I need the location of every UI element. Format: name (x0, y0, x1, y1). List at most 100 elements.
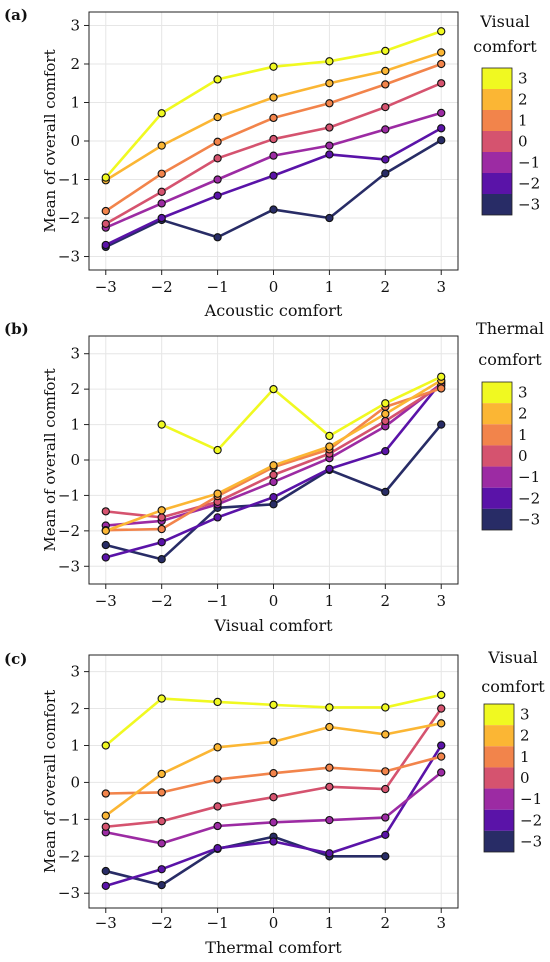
data-point (157, 788, 166, 797)
data-point (437, 124, 446, 133)
data-point (381, 102, 390, 112)
legend-swatch (482, 152, 512, 173)
data-point (325, 57, 334, 66)
panel-label: (a) (4, 6, 28, 24)
legend-label: −3 (518, 196, 540, 214)
data-point (381, 80, 390, 89)
x-tick-label: 2 (381, 914, 391, 932)
series-line (101, 768, 446, 848)
legend-swatch (484, 809, 514, 831)
data-point (381, 830, 390, 840)
data-point (381, 409, 390, 419)
legend-swatch (482, 487, 512, 509)
x-tick-label: −3 (95, 278, 117, 296)
data-point (325, 703, 334, 712)
data-point (325, 150, 334, 159)
data-point (157, 420, 166, 429)
data-point (325, 815, 334, 825)
legend-label: −1 (518, 154, 540, 172)
legend: Visual comfort 3 2 1 0 −1 −2 −3 (473, 12, 540, 216)
gridlines (89, 655, 458, 908)
data-point (437, 768, 446, 777)
y-tick-label: 0 (70, 773, 80, 791)
data-point (269, 134, 278, 144)
legend-swatch (484, 788, 514, 810)
data-point (101, 553, 110, 562)
data-point (213, 175, 222, 184)
data-point (157, 141, 166, 150)
y-tick-label: 2 (70, 700, 80, 718)
data-point (381, 767, 390, 776)
data-point (213, 697, 222, 707)
legend-swatch (484, 830, 514, 852)
legend-label: −2 (520, 811, 542, 829)
data-point (269, 477, 278, 487)
x-axis-label: Thermal comfort (205, 938, 342, 957)
legend-label: 2 (518, 405, 528, 423)
data-point (101, 540, 110, 550)
data-point (269, 151, 278, 160)
data-point (269, 818, 278, 827)
y-tick-label: −2 (58, 522, 80, 540)
data-point (157, 880, 166, 890)
legend-label: −2 (518, 489, 540, 507)
data-point (213, 802, 222, 811)
legend-title: Visual (487, 648, 538, 667)
legend-label: 0 (518, 133, 528, 151)
data-point (325, 464, 334, 474)
data-point (325, 79, 334, 88)
data-point (381, 784, 390, 794)
data-point (437, 79, 446, 88)
legend-label: 3 (518, 70, 528, 88)
x-tick-label: 1 (325, 592, 335, 610)
data-point (157, 199, 166, 208)
legend-title: comfort (478, 350, 542, 369)
data-point (381, 416, 390, 426)
legend-swatch (482, 382, 512, 404)
chart-panel-a: −3 −2 −1 0 1 2 3 −3 −2 −1 0 1 2 3 Acoustic comfort Mean… (4, 6, 540, 318)
x-tick-label: 0 (269, 914, 279, 932)
data-point (213, 489, 222, 498)
data-point (157, 865, 166, 874)
data-point (157, 769, 166, 779)
data-point (157, 109, 166, 118)
data-point (437, 752, 446, 761)
series-line (101, 124, 446, 250)
x-tick-label: 3 (436, 278, 446, 296)
data-point (325, 442, 334, 451)
legend-title: comfort (473, 37, 537, 56)
data-point (381, 169, 390, 178)
data-point (437, 372, 446, 381)
y-tick-label: 1 (70, 93, 80, 111)
data-point (381, 155, 390, 164)
data-point (157, 694, 166, 703)
data-point (437, 27, 446, 36)
y-tick-label: 0 (70, 132, 80, 150)
data-point (437, 136, 446, 145)
y-tick-label: −3 (58, 557, 80, 575)
series-line (157, 372, 446, 455)
data-point (157, 817, 166, 826)
data-point (101, 240, 110, 250)
data-point (381, 813, 390, 822)
data-point (437, 59, 446, 69)
legend-swatch (484, 725, 514, 747)
legend: Thermal comfort 3 2 1 0 −1 −2 −3 (476, 319, 544, 531)
legend-swatch (482, 68, 512, 89)
legend-label: 3 (520, 706, 530, 724)
data-point (325, 763, 334, 772)
panel-label: (b) (4, 320, 29, 338)
legend-swatch (482, 89, 512, 110)
series-group (101, 27, 446, 252)
x-tick-label: 0 (269, 592, 279, 610)
data-point (325, 99, 334, 108)
y-tick-label: 0 (70, 451, 80, 469)
data-point (437, 741, 446, 750)
data-point (213, 844, 222, 853)
legend-swatch (482, 403, 512, 425)
legend-swatch (482, 131, 512, 152)
x-tick-label: 0 (269, 278, 279, 296)
data-point (325, 431, 334, 441)
legend-label: −3 (520, 832, 542, 850)
y-tick-label: −2 (58, 209, 80, 227)
